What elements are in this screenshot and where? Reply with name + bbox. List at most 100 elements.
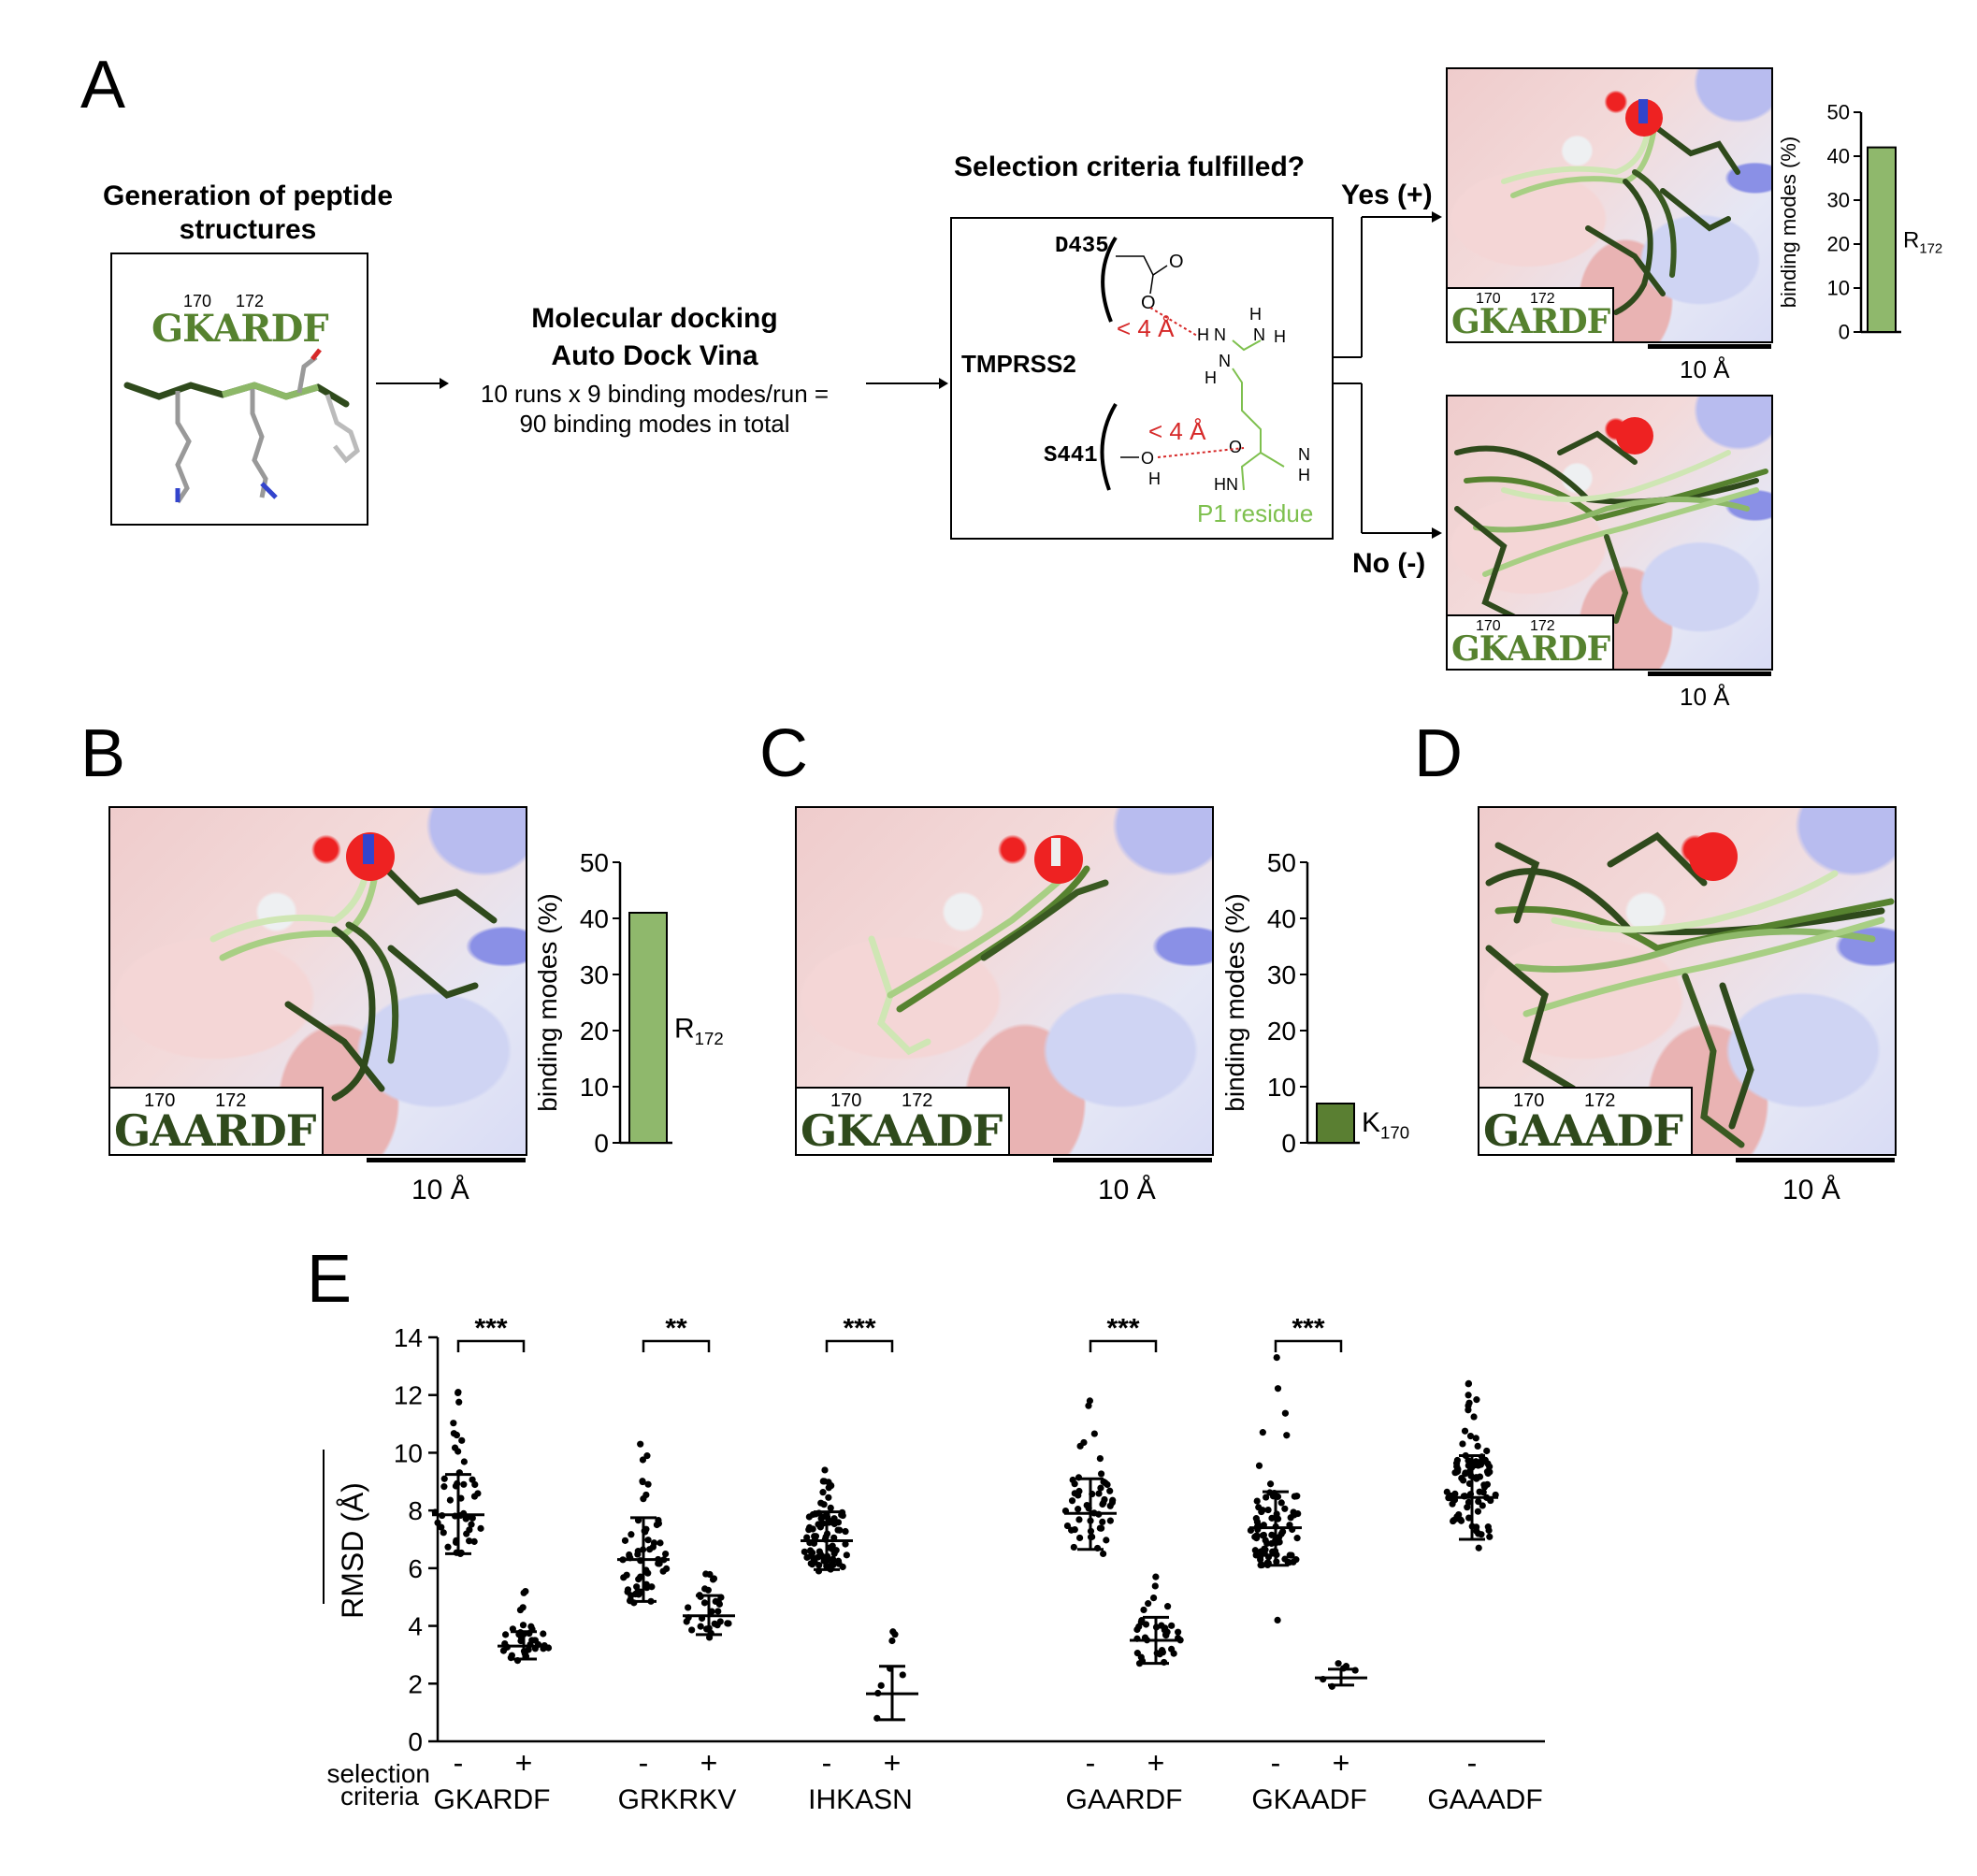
e-data-point (1474, 1508, 1482, 1515)
e-data-point (1484, 1469, 1492, 1478)
e-data-point (1281, 1505, 1289, 1512)
docking-subtitle: Auto Dock Vina (551, 340, 758, 371)
e-data-point (838, 1508, 846, 1516)
e-data-point (471, 1480, 479, 1489)
scalebar-c (1053, 1158, 1212, 1162)
e-data-point (455, 1448, 462, 1455)
e-tick-label: 4 (408, 1612, 423, 1641)
e-sig-bracket (1274, 1339, 1343, 1352)
e-data-point (877, 1681, 885, 1689)
peptide-stick-model (123, 348, 360, 504)
res-172-a-yes: 172 (1530, 291, 1555, 307)
e-data-point (899, 1671, 906, 1679)
e-data-point (1487, 1496, 1494, 1505)
e-data-point (1103, 1537, 1110, 1544)
e-data-point (1274, 1616, 1281, 1623)
e-data-point (1253, 1497, 1261, 1505)
e-sig-label: *** (1106, 1319, 1139, 1344)
e-data-point (1465, 1402, 1472, 1409)
e-data-point (1459, 1440, 1466, 1448)
e-data-point (460, 1480, 468, 1488)
bar (1316, 1103, 1355, 1144)
e-data-point (527, 1623, 535, 1630)
e-group-label: IHKASN (808, 1784, 913, 1815)
e-data-point (1071, 1490, 1078, 1497)
e-data-point (450, 1420, 457, 1427)
e-sign-label: - (639, 1746, 649, 1780)
e-data-point (646, 1546, 654, 1553)
e-data-point (650, 1539, 658, 1547)
e-data-point (470, 1493, 479, 1500)
e-data-point (1255, 1462, 1263, 1469)
res-172-b: 172 (215, 1090, 247, 1111)
e-data-point (1335, 1660, 1342, 1667)
e-data-point (1277, 1499, 1285, 1507)
bar-chart-b: 0 10 20 30 40 50 binding modes (%) R172 (533, 848, 724, 1158)
e-data-point (440, 1529, 447, 1537)
e-data-point (700, 1599, 709, 1607)
docked-poses-a-no (1454, 417, 1768, 624)
no-label: No (-) (1352, 548, 1426, 579)
e-data-point (803, 1534, 811, 1541)
e-data-point (644, 1480, 652, 1488)
e-criteria-label: criteria (340, 1782, 419, 1811)
scale-label-a-no: 10 Å (1680, 683, 1730, 711)
peptide-structure-box: 170 172 GKARDF (110, 253, 368, 526)
svg-text:N: N (1253, 325, 1265, 344)
e-data-point (1474, 1442, 1481, 1450)
e-data-point (648, 1583, 656, 1591)
e-data-point (1251, 1547, 1259, 1554)
e-data-point (706, 1570, 714, 1579)
e-data-point (1075, 1534, 1084, 1542)
e-data-point (1068, 1497, 1076, 1505)
peptide-c: GKAADF (801, 1105, 1003, 1156)
e-tick-label: 10 (394, 1438, 423, 1467)
e-data-point (634, 1551, 642, 1558)
bar-tick-label: 30 (1267, 960, 1296, 989)
docking-line-2: 90 binding modes in total (519, 410, 790, 438)
e-tick-label: 14 (394, 1323, 423, 1352)
e-data-point (1466, 1432, 1475, 1440)
e-data-point (1135, 1623, 1143, 1630)
res-172-label: 172 (236, 292, 265, 310)
bar-tick-label: 10 (580, 1073, 609, 1102)
e-data-point (462, 1515, 469, 1522)
e-data-point (1268, 1531, 1276, 1538)
e-data-point (1291, 1493, 1298, 1500)
e-data-point (458, 1436, 466, 1444)
panel-letter-a: A (80, 48, 126, 123)
e-data-point (801, 1548, 808, 1555)
e-data-point (809, 1549, 816, 1556)
e-data-point (817, 1515, 825, 1522)
scalebar-a-yes (1648, 344, 1771, 349)
e-sig-bracket (642, 1339, 711, 1352)
yes-label: Yes (+) (1341, 180, 1433, 210)
e-data-point (1475, 1497, 1482, 1506)
e-data-point (1480, 1481, 1488, 1489)
e-tick-label: 0 (408, 1727, 423, 1756)
res-170-b: 170 (144, 1090, 176, 1111)
peptide-label-b: 170 172 GAARDF (110, 1087, 324, 1154)
distance-label-2: < 4 Å (1148, 417, 1206, 445)
e-sig-bracket (1089, 1339, 1158, 1352)
e-data-point (1264, 1553, 1273, 1561)
e-tick-label: 12 (394, 1381, 423, 1410)
svg-text:H: H (1249, 305, 1262, 324)
bar-y-label: binding modes (%) (1220, 893, 1249, 1111)
bar-tick-label: 0 (594, 1129, 609, 1158)
e-data-point (1075, 1516, 1083, 1523)
d435-label: D435 (1055, 234, 1109, 259)
scalebar-d (1736, 1158, 1895, 1162)
peptide-b: GAARDF (114, 1105, 316, 1156)
branch-arrows (1334, 211, 1442, 539)
e-data-point (828, 1517, 835, 1525)
e-data-point (1257, 1562, 1264, 1569)
arrow-to-docking (376, 378, 449, 389)
e-data-point (1075, 1506, 1082, 1513)
e-data-point (827, 1504, 834, 1511)
bar-tick-label: 30 (580, 960, 609, 989)
bar-category-label: K170 (1362, 1107, 1409, 1143)
e-data-point (1475, 1544, 1482, 1551)
peptide-sequence: GKARDF (152, 307, 329, 351)
